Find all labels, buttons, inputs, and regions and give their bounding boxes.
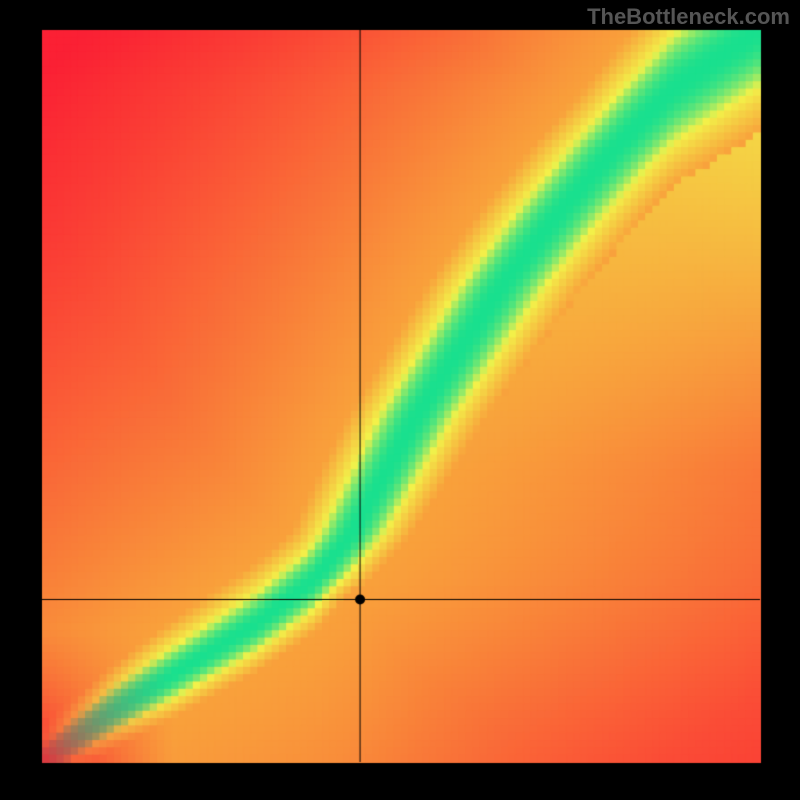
bottleneck-heatmap [0, 0, 800, 800]
chart-container: TheBottleneck.com [0, 0, 800, 800]
watermark-text: TheBottleneck.com [587, 4, 790, 30]
